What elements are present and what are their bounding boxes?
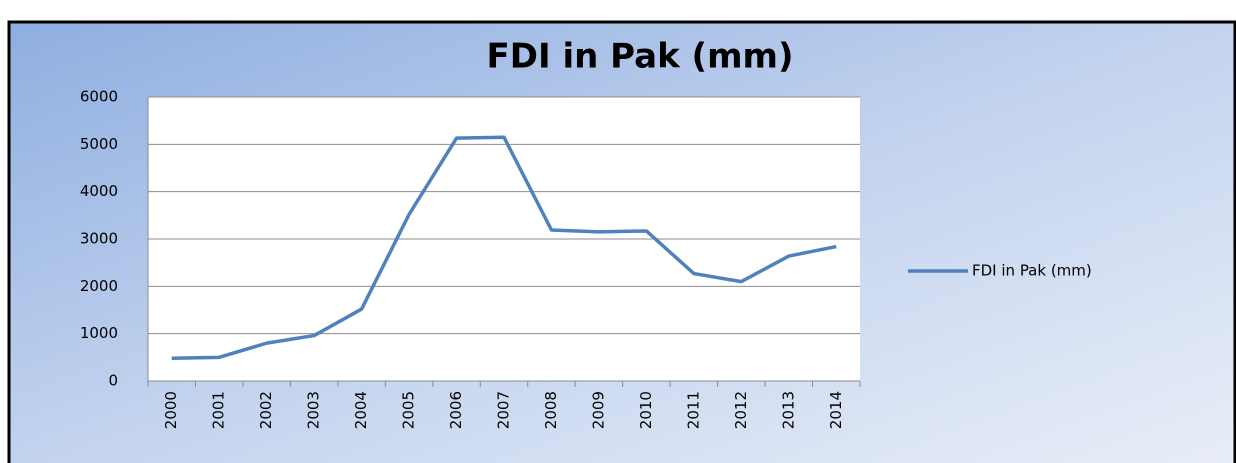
x-tick-label: 2007 [495,391,513,429]
x-tick-label: 2004 [352,391,370,429]
x-tick-label: 2006 [447,391,465,429]
y-tick-label: 3000 [80,230,118,248]
x-tick-label: 2002 [257,391,275,429]
y-tick-label: 5000 [80,135,118,153]
x-tick-label: 2011 [684,391,702,429]
x-tick-label: 2010 [637,391,655,429]
x-tick-label: 2012 [732,391,750,429]
x-tick-label: 2000 [162,391,180,429]
data-line [171,135,837,361]
chart-title: FDI in Pak (mm) [487,37,794,77]
x-tick-label: 2014 [827,391,845,429]
legend-label: FDI in Pak (mm) [972,262,1092,280]
x-tick-label: 2003 [305,391,323,429]
x-tick-label: 2005 [400,391,418,429]
y-tick-label: 4000 [80,182,118,200]
y-tick-label: 6000 [80,88,118,106]
x-tick-label: 2008 [542,391,560,429]
y-tick-label: 0 [108,372,118,390]
x-tick-label: 2009 [589,391,607,429]
x-tick-label: 2013 [779,391,797,429]
y-tick-label: 1000 [80,324,118,342]
x-tick-label: 2001 [210,391,228,429]
y-tick-label: 2000 [80,277,118,295]
